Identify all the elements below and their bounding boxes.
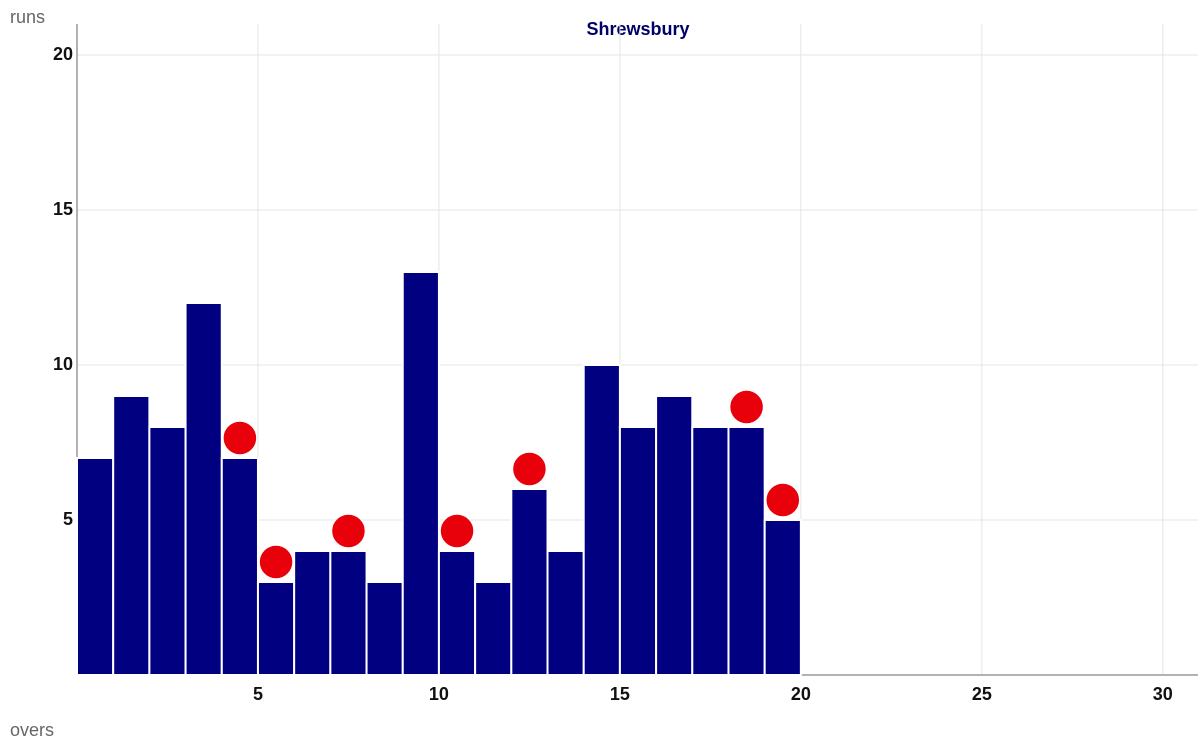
x-tick-label: 20 (791, 684, 811, 704)
bar (76, 457, 115, 676)
wicket-dot (439, 513, 475, 549)
x-axis-label: overs (10, 720, 54, 740)
bar (582, 364, 621, 676)
bar (691, 426, 730, 676)
bar (293, 550, 332, 676)
bar (401, 271, 440, 676)
wicket-dot (330, 513, 367, 549)
bar (727, 426, 766, 676)
bar (184, 302, 223, 676)
wicket-dot (222, 420, 258, 456)
bar (763, 519, 802, 676)
bar (437, 550, 477, 676)
bar (655, 395, 694, 676)
bar (112, 395, 151, 676)
bar (365, 581, 404, 676)
y-tick-label: 20 (53, 44, 73, 64)
x-tick-label: 5 (253, 684, 263, 704)
y-tick-label: 10 (53, 354, 73, 374)
wicket-dot (258, 544, 294, 580)
x-tick-label: 15 (610, 684, 630, 704)
y-axis-label: runs (10, 7, 45, 27)
x-tick-label: 30 (1153, 684, 1173, 704)
bar (546, 550, 585, 676)
x-tick-label: 10 (429, 684, 449, 704)
wicket-dot (728, 389, 765, 425)
bar (510, 488, 549, 676)
chart-title: Shrewsbury (586, 19, 689, 39)
bar (256, 581, 296, 676)
bar (474, 581, 513, 676)
wicket-dot (511, 451, 548, 487)
y-tick-label: 15 (53, 199, 73, 219)
y-tick-label: 5 (63, 509, 73, 529)
bar (220, 457, 259, 676)
x-tick-label: 25 (972, 684, 992, 704)
wicket-dot (765, 482, 801, 518)
bar (148, 426, 187, 676)
bar (329, 550, 368, 676)
bar (618, 426, 658, 676)
